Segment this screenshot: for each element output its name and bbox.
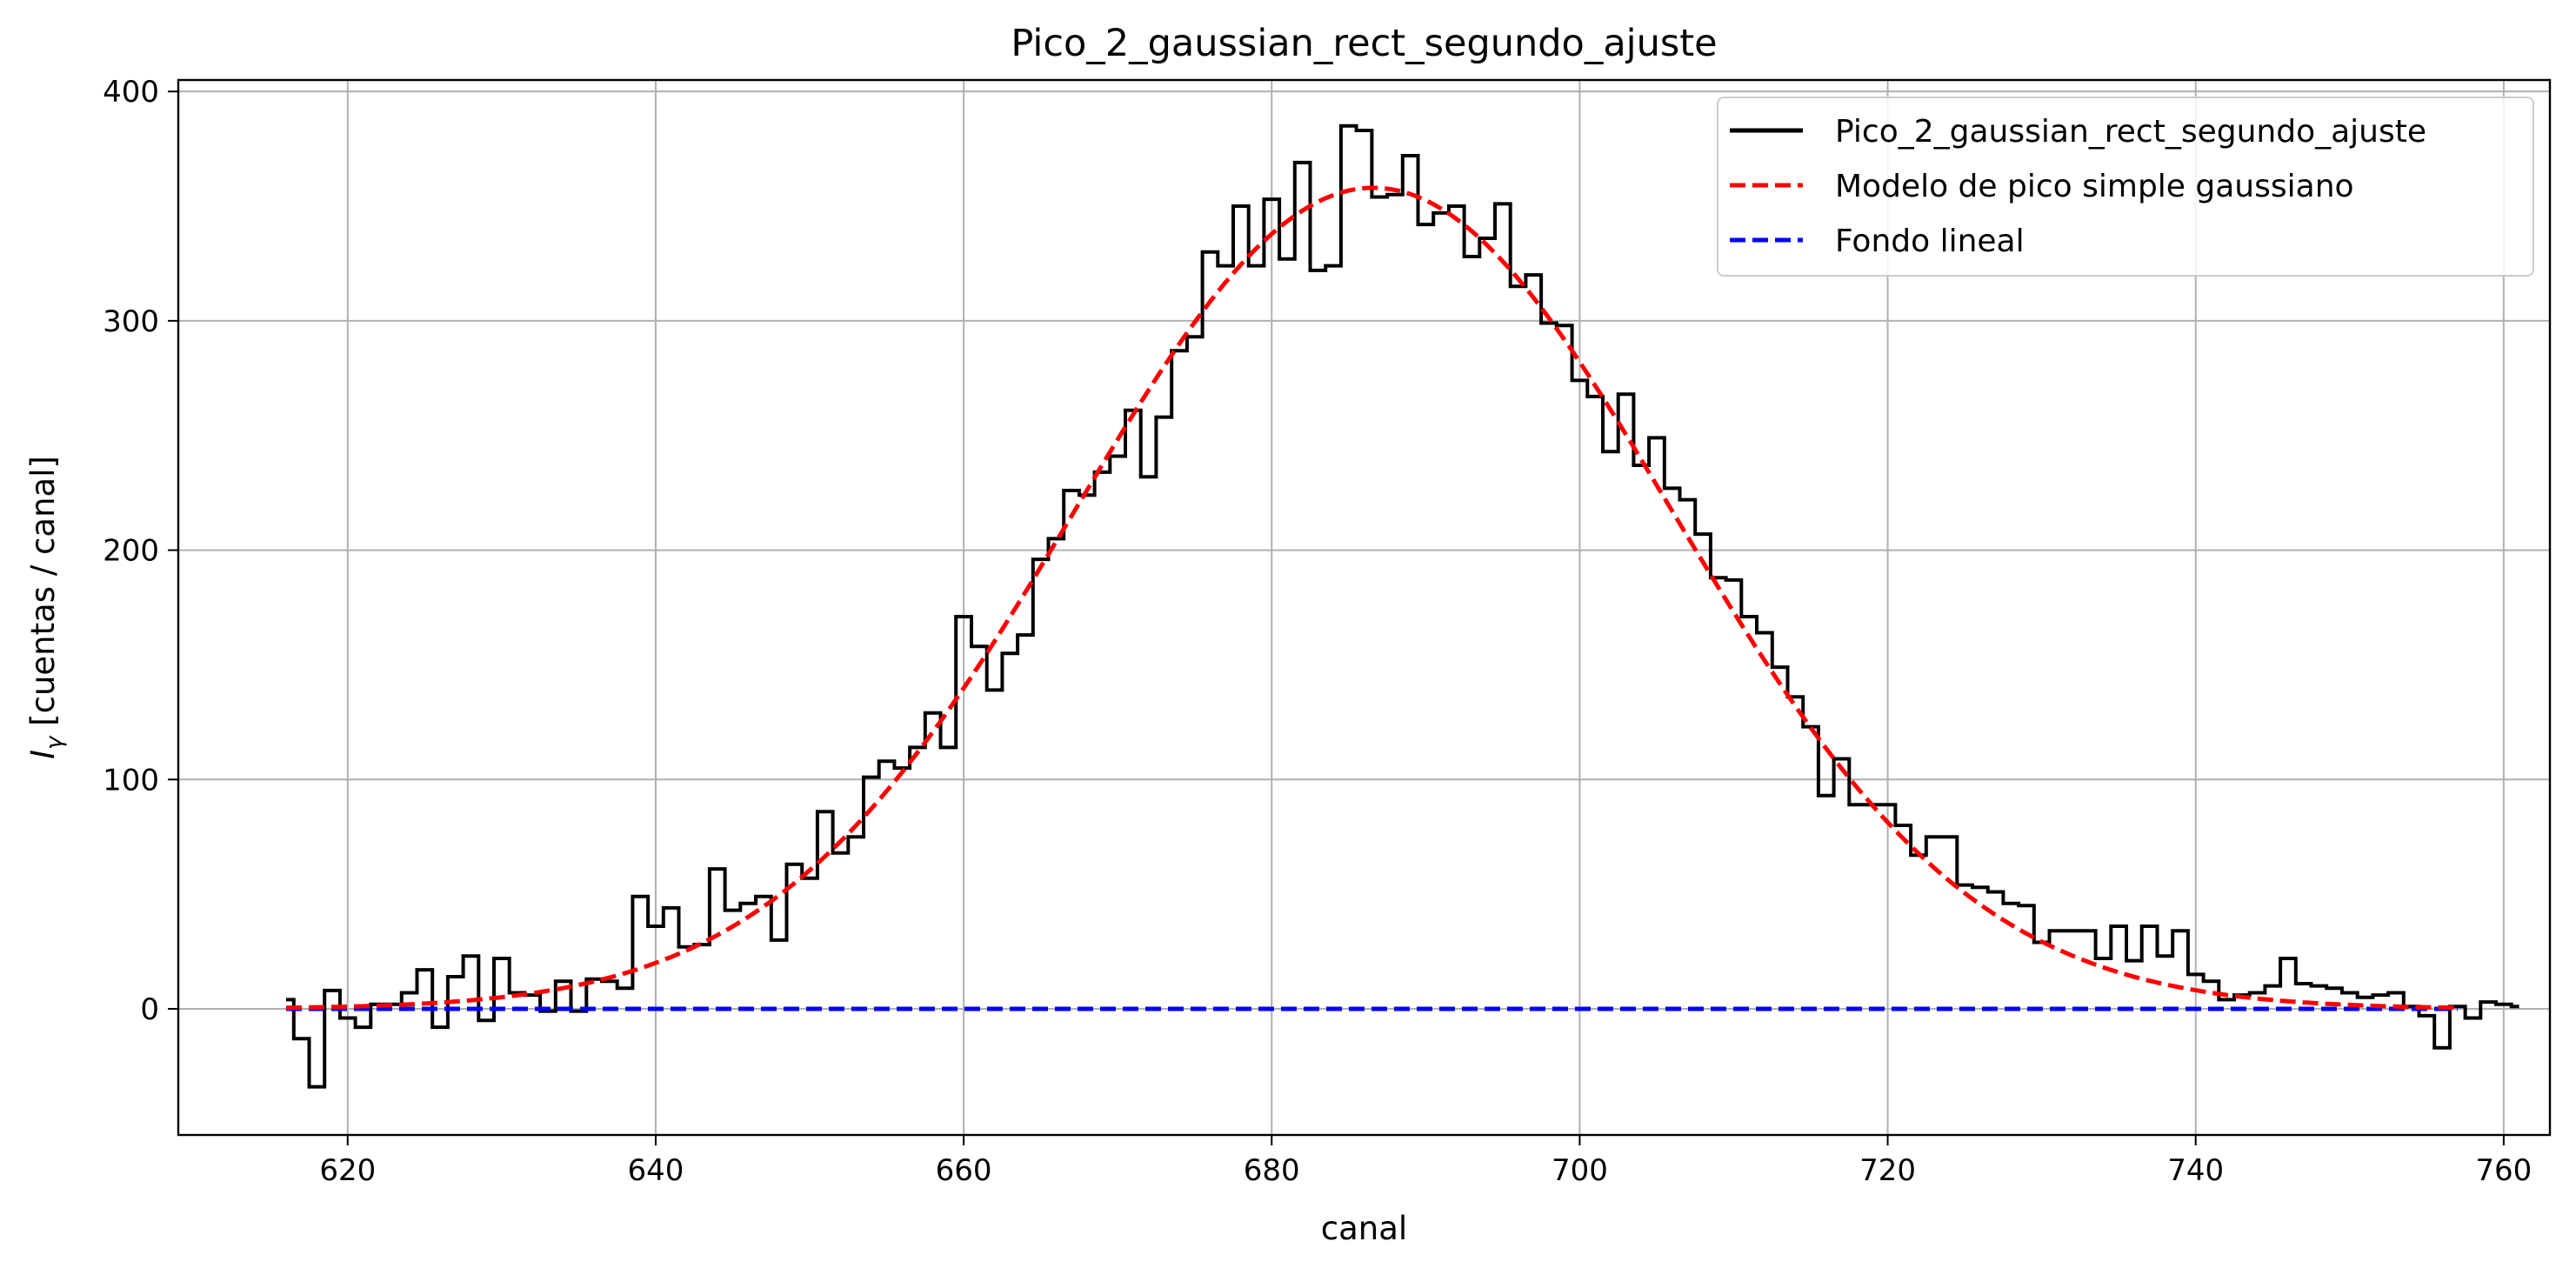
x-tick-label: 620 xyxy=(319,1153,376,1188)
legend-box xyxy=(1717,97,2534,277)
y-axis-label: Iγ [cuentas / canal] xyxy=(24,456,68,759)
x-tick-label: 760 xyxy=(2475,1153,2532,1188)
x-tick-label: 640 xyxy=(627,1153,684,1188)
y-axis-label-text: [cuentas / canal] xyxy=(24,456,62,737)
y-tick-label: 200 xyxy=(103,534,159,569)
y-axis-label-subscript: γ xyxy=(42,735,68,750)
legend-entry-label: Fondo lineal xyxy=(1835,224,2025,259)
legend: Pico_2_gaussian_rect_segundo_ajuste Model… xyxy=(1717,97,2534,277)
ticks: 620 640 660 680 700 720 740 760 0 100 200 300 400 xyxy=(103,75,2532,1188)
y-tick-label: 0 xyxy=(140,992,159,1027)
y-tick-label: 300 xyxy=(103,304,159,339)
x-tick-label: 740 xyxy=(2167,1153,2224,1188)
x-tick-label: 720 xyxy=(1859,1153,1916,1188)
series-gaussian-model xyxy=(286,185,2458,1011)
y-tick-label: 100 xyxy=(103,763,159,798)
x-tick-label: 680 xyxy=(1244,1153,1300,1188)
y-tick-label: 400 xyxy=(103,75,159,110)
series-data-steps xyxy=(286,123,2519,1089)
x-tick-label: 700 xyxy=(1552,1153,1608,1188)
legend-entry-label: Modelo de pico simple gaussiano xyxy=(1835,169,2354,204)
chart-title: Pico_2_gaussian_rect_segundo_ajuste xyxy=(1011,22,1717,65)
x-tick-label: 660 xyxy=(936,1153,992,1188)
x-axis-label: canal xyxy=(1321,1210,1407,1247)
y-axis-label-symbol: I xyxy=(24,750,62,759)
legend-entry-label: Pico_2_gaussian_rect_segundo_ajuste xyxy=(1835,114,2426,150)
plot-area xyxy=(285,123,2519,1089)
axes-frame xyxy=(177,78,2552,1137)
